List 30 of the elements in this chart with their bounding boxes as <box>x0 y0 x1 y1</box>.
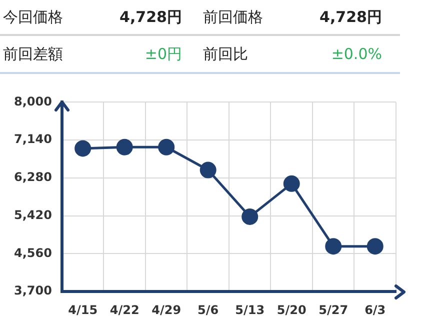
point <box>74 140 92 157</box>
x-tick-label: 4/29 <box>152 302 182 317</box>
point <box>325 238 342 255</box>
x-tick-label: 5/13 <box>235 302 265 317</box>
text: 4,728円 <box>318 8 383 26</box>
point <box>116 138 133 156</box>
point <box>200 162 216 178</box>
x-tick-label: 5/20 <box>276 302 306 317</box>
x-tick-label: 4/22 <box>110 302 140 317</box>
y-tick-label: 6,280 <box>14 170 52 184</box>
x-tick-label: 5/27 <box>318 302 348 317</box>
y-tick-label: 7,140 <box>14 132 52 146</box>
point <box>242 208 258 225</box>
text: ±0円 <box>144 44 183 64</box>
y-tick-label: 8,000 <box>14 94 52 108</box>
text: 前回差額 <box>2 44 64 64</box>
x-tick-label: 5/6 <box>198 302 219 317</box>
point <box>283 175 300 192</box>
text: 4,728円 <box>118 8 183 26</box>
point <box>366 238 384 255</box>
text: 前回価格 <box>202 8 264 26</box>
y-tick-label: 5,420 <box>14 208 52 222</box>
text: 今回価格 <box>2 8 64 26</box>
text: 前回比 <box>202 44 249 64</box>
x-tick-label: 4/15 <box>68 302 98 317</box>
y-tick-label: 4,560 <box>14 246 52 260</box>
text: ±0.0% <box>330 45 383 63</box>
point <box>158 138 175 156</box>
y-tick-label: 3,700 <box>14 284 52 298</box>
x-tick-label: 6/3 <box>364 302 386 317</box>
